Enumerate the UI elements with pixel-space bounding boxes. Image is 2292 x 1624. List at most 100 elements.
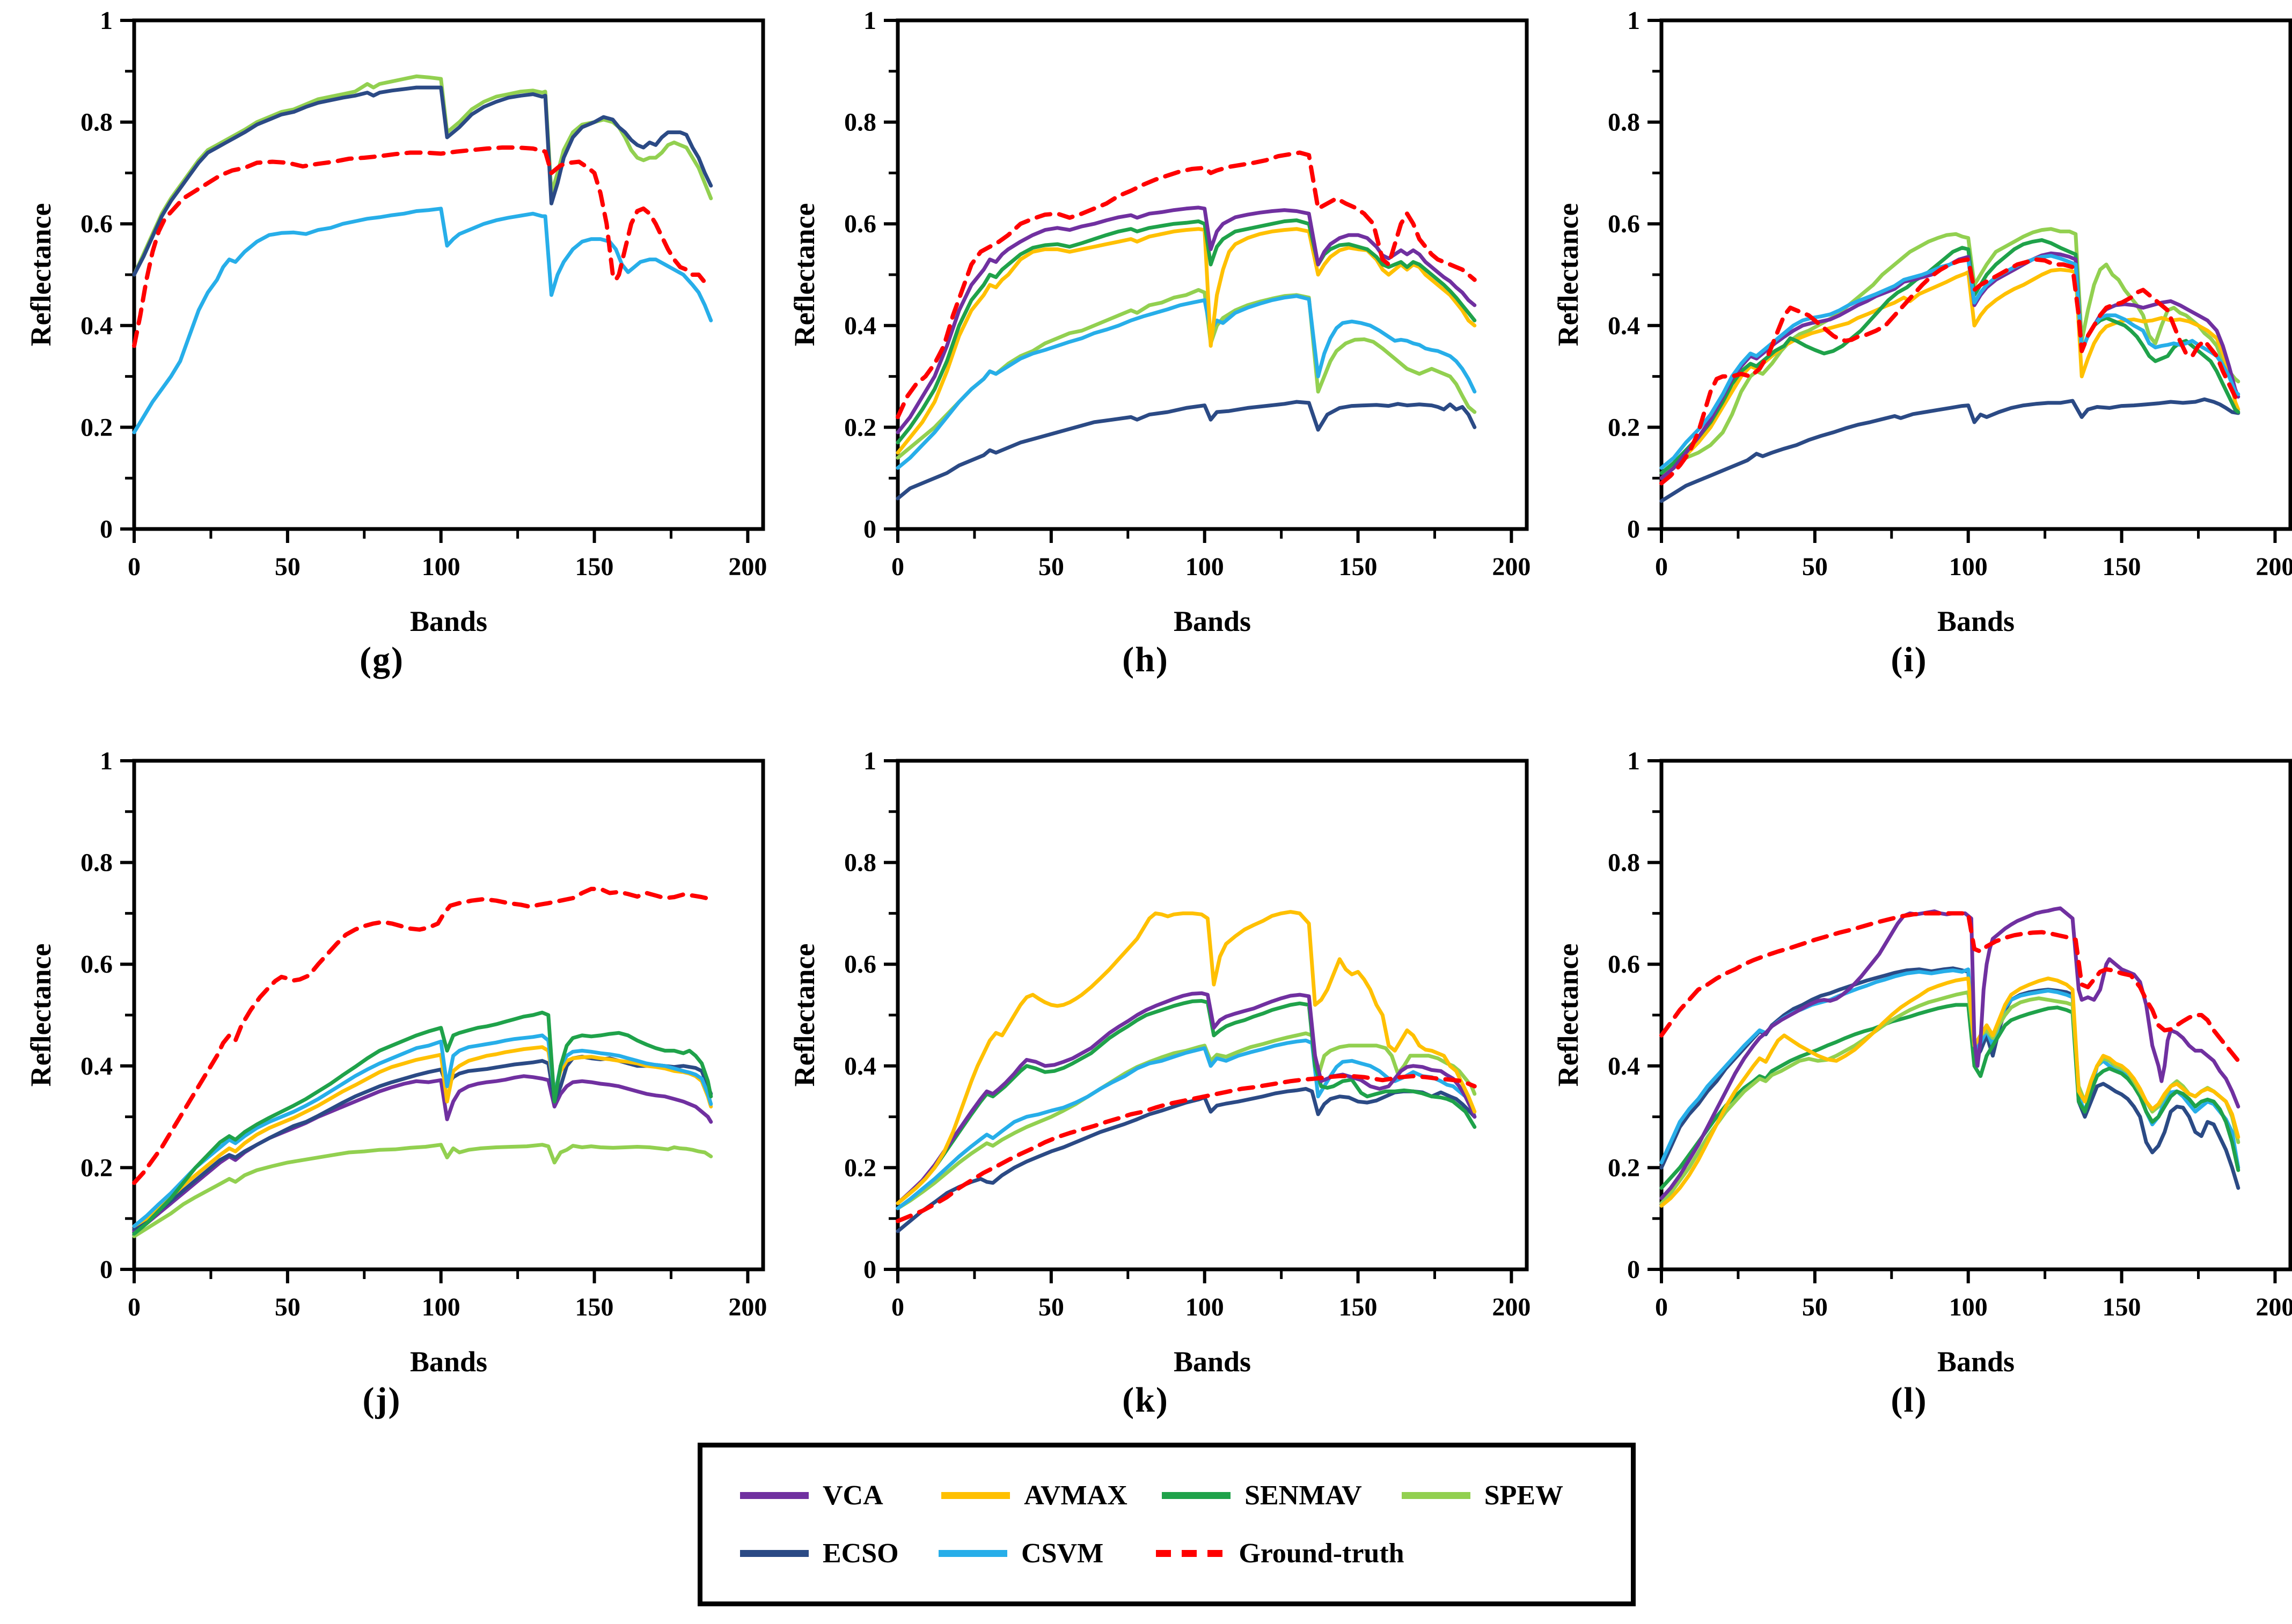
series-spew: [132, 1143, 713, 1238]
panel-label-j: (j): [362, 1380, 401, 1420]
x-axis-label: Bands: [410, 605, 487, 637]
plot-box: [132, 18, 765, 531]
panel-label-h: (h): [1122, 640, 1169, 679]
y-tick-label: 0.6: [1608, 210, 1640, 238]
series-spew: [1659, 990, 2240, 1206]
legend-item-spew: SPEW: [1401, 1480, 1593, 1511]
x-tick-label: 200: [1492, 553, 1531, 581]
legend-item-ground-truth: Ground-truth: [1156, 1538, 1404, 1569]
legend-item-vca: VCA: [740, 1480, 941, 1511]
x-axis-label: Bands: [1174, 605, 1251, 637]
ecso-line-icon: [740, 1550, 809, 1557]
legend-item-csvm: CSVM: [939, 1538, 1156, 1569]
y-axis-label: Reflectance: [25, 944, 57, 1087]
x-tick-label: 200: [1492, 1293, 1531, 1321]
x-tick-label: 50: [1802, 553, 1828, 581]
x-tick-label: 200: [2256, 553, 2292, 581]
chart-panel-k: 0 50 100 150 200 0 0.2 0.4 0.6 0.8 1 Reflectance Ban…: [785, 749, 1531, 1472]
chart-panel-g: 0 50 100 150 200 0 0.2 0.4 0.6 0.8 1 Reflectance Ban…: [21, 9, 767, 732]
series-ground_truth: [132, 145, 713, 348]
series-ecso: [1659, 397, 2240, 503]
legend-label-csvm: CSVM: [1021, 1538, 1104, 1569]
y-tick-label: 0.8: [844, 108, 876, 137]
legend-label-avmax: AVMAX: [1024, 1480, 1127, 1511]
series-csvm: [896, 294, 1477, 470]
x-tick-label: 150: [1339, 553, 1378, 581]
legend-label-ground-truth: Ground-truth: [1239, 1538, 1404, 1569]
legend-item-avmax: AVMAX: [941, 1480, 1162, 1511]
y-tick-label: 0.2: [844, 1153, 876, 1182]
y-tick-label: 0: [863, 1255, 876, 1284]
chart-panel-i: 0 50 100 150 200 0 0.2 0.4 0.6 0.8 1 Reflectance Ban…: [1549, 9, 2292, 732]
x-tick-label: 100: [422, 1293, 460, 1321]
legend-item-ecso: ECSO: [740, 1538, 939, 1569]
y-axis-label: Reflectance: [25, 203, 57, 347]
legend-box: VCA AVMAX SENMAV SPEW ECSO CSVM Ground-t…: [698, 1443, 1636, 1606]
series-vca: [896, 991, 1477, 1206]
y-tick-label: 0: [863, 515, 876, 543]
series-ecso: [1659, 966, 2240, 1190]
series-ground_truth: [896, 150, 1477, 420]
x-axis-label: Bands: [410, 1346, 487, 1378]
chart-panel-h: 0 50 100 150 200 0 0.2 0.4 0.6 0.8 1 Reflectance Ban…: [785, 9, 1531, 732]
series-ground_truth: [1659, 257, 2240, 486]
series-senmav: [896, 218, 1477, 445]
plot-area-g: 0 50 100 150 200 0 0.2 0.4 0.6 0.8 1 Reflectance Ban…: [25, 9, 767, 637]
plot-box: [1659, 759, 2292, 1272]
series-avmax: [1659, 976, 2240, 1208]
y-tick-label: 0.2: [1608, 413, 1640, 442]
x-tick-label: 100: [1185, 553, 1224, 581]
x-tick-label: 0: [128, 1293, 141, 1321]
x-tick-label: 0: [1655, 553, 1668, 581]
legend-row-2: ECSO CSVM Ground-truth: [740, 1538, 1593, 1569]
y-tick-label: 0.8: [844, 849, 876, 877]
series-ecso: [132, 85, 713, 277]
x-tick-label: 100: [1949, 553, 1988, 581]
x-axis-label: Bands: [1174, 1346, 1251, 1378]
y-tick-label: 1: [1627, 9, 1640, 35]
x-tick-label: 200: [2256, 1293, 2292, 1321]
series-vca: [896, 205, 1477, 435]
y-tick-label: 0: [100, 515, 113, 543]
plot-area-k: 0 50 100 150 200 0 0.2 0.4 0.6 0.8 1 Reflectance Ban…: [788, 749, 1531, 1378]
x-tick-label: 50: [275, 1293, 301, 1321]
x-tick-label: 50: [1802, 1293, 1828, 1321]
y-tick-label: 1: [100, 749, 113, 775]
y-tick-label: 0.8: [1608, 849, 1640, 877]
spew-line-icon: [1401, 1491, 1470, 1499]
y-axis-label: Reflectance: [1552, 944, 1584, 1087]
series-ecso: [896, 1087, 1477, 1233]
x-tick-label: 200: [728, 1293, 767, 1321]
y-tick-label: 0.4: [1608, 1052, 1640, 1081]
x-tick-label: 0: [1655, 1293, 1668, 1321]
avmax-line-icon: [941, 1491, 1010, 1499]
plot-area-i: 0 50 100 150 200 0 0.2 0.4 0.6 0.8 1 Reflectance Ban…: [1552, 9, 2292, 637]
series-csvm: [1659, 967, 2240, 1170]
series-ground_truth: [132, 886, 713, 1185]
csvm-line-icon: [939, 1550, 1008, 1557]
series-csvm: [132, 207, 713, 435]
legend-item-senmav: SENMAV: [1162, 1480, 1402, 1511]
legend-row-1: VCA AVMAX SENMAV SPEW: [740, 1480, 1593, 1511]
y-tick-label: 0.6: [844, 210, 876, 238]
panel-label-k: (k): [1122, 1380, 1169, 1420]
x-tick-label: 100: [1949, 1293, 1988, 1321]
series-csvm: [896, 1038, 1477, 1210]
y-tick-label: 0.2: [844, 413, 876, 442]
series-senmav: [1659, 1003, 2240, 1190]
x-tick-label: 100: [422, 553, 460, 581]
x-tick-label: 50: [275, 553, 301, 581]
x-tick-label: 150: [575, 553, 614, 581]
y-tick-label: 0: [1627, 1255, 1640, 1284]
series-csvm: [132, 1033, 713, 1228]
x-axis-label: Bands: [1937, 605, 2015, 637]
panel-label-i: (i): [1891, 640, 1928, 679]
senmav-line-icon: [1162, 1491, 1231, 1499]
plot-area-h: 0 50 100 150 200 0 0.2 0.4 0.6 0.8 1 Reflectance Ban…: [788, 9, 1531, 637]
y-tick-label: 0.6: [80, 210, 113, 238]
y-tick-label: 0.4: [80, 1052, 113, 1081]
x-axis-label: Bands: [1937, 1346, 2015, 1378]
plot-area-j: 0 50 100 150 200 0 0.2 0.4 0.6 0.8 1 Reflectance Ban…: [25, 749, 767, 1378]
series-spew: [132, 74, 713, 277]
y-tick-label: 1: [863, 749, 876, 775]
